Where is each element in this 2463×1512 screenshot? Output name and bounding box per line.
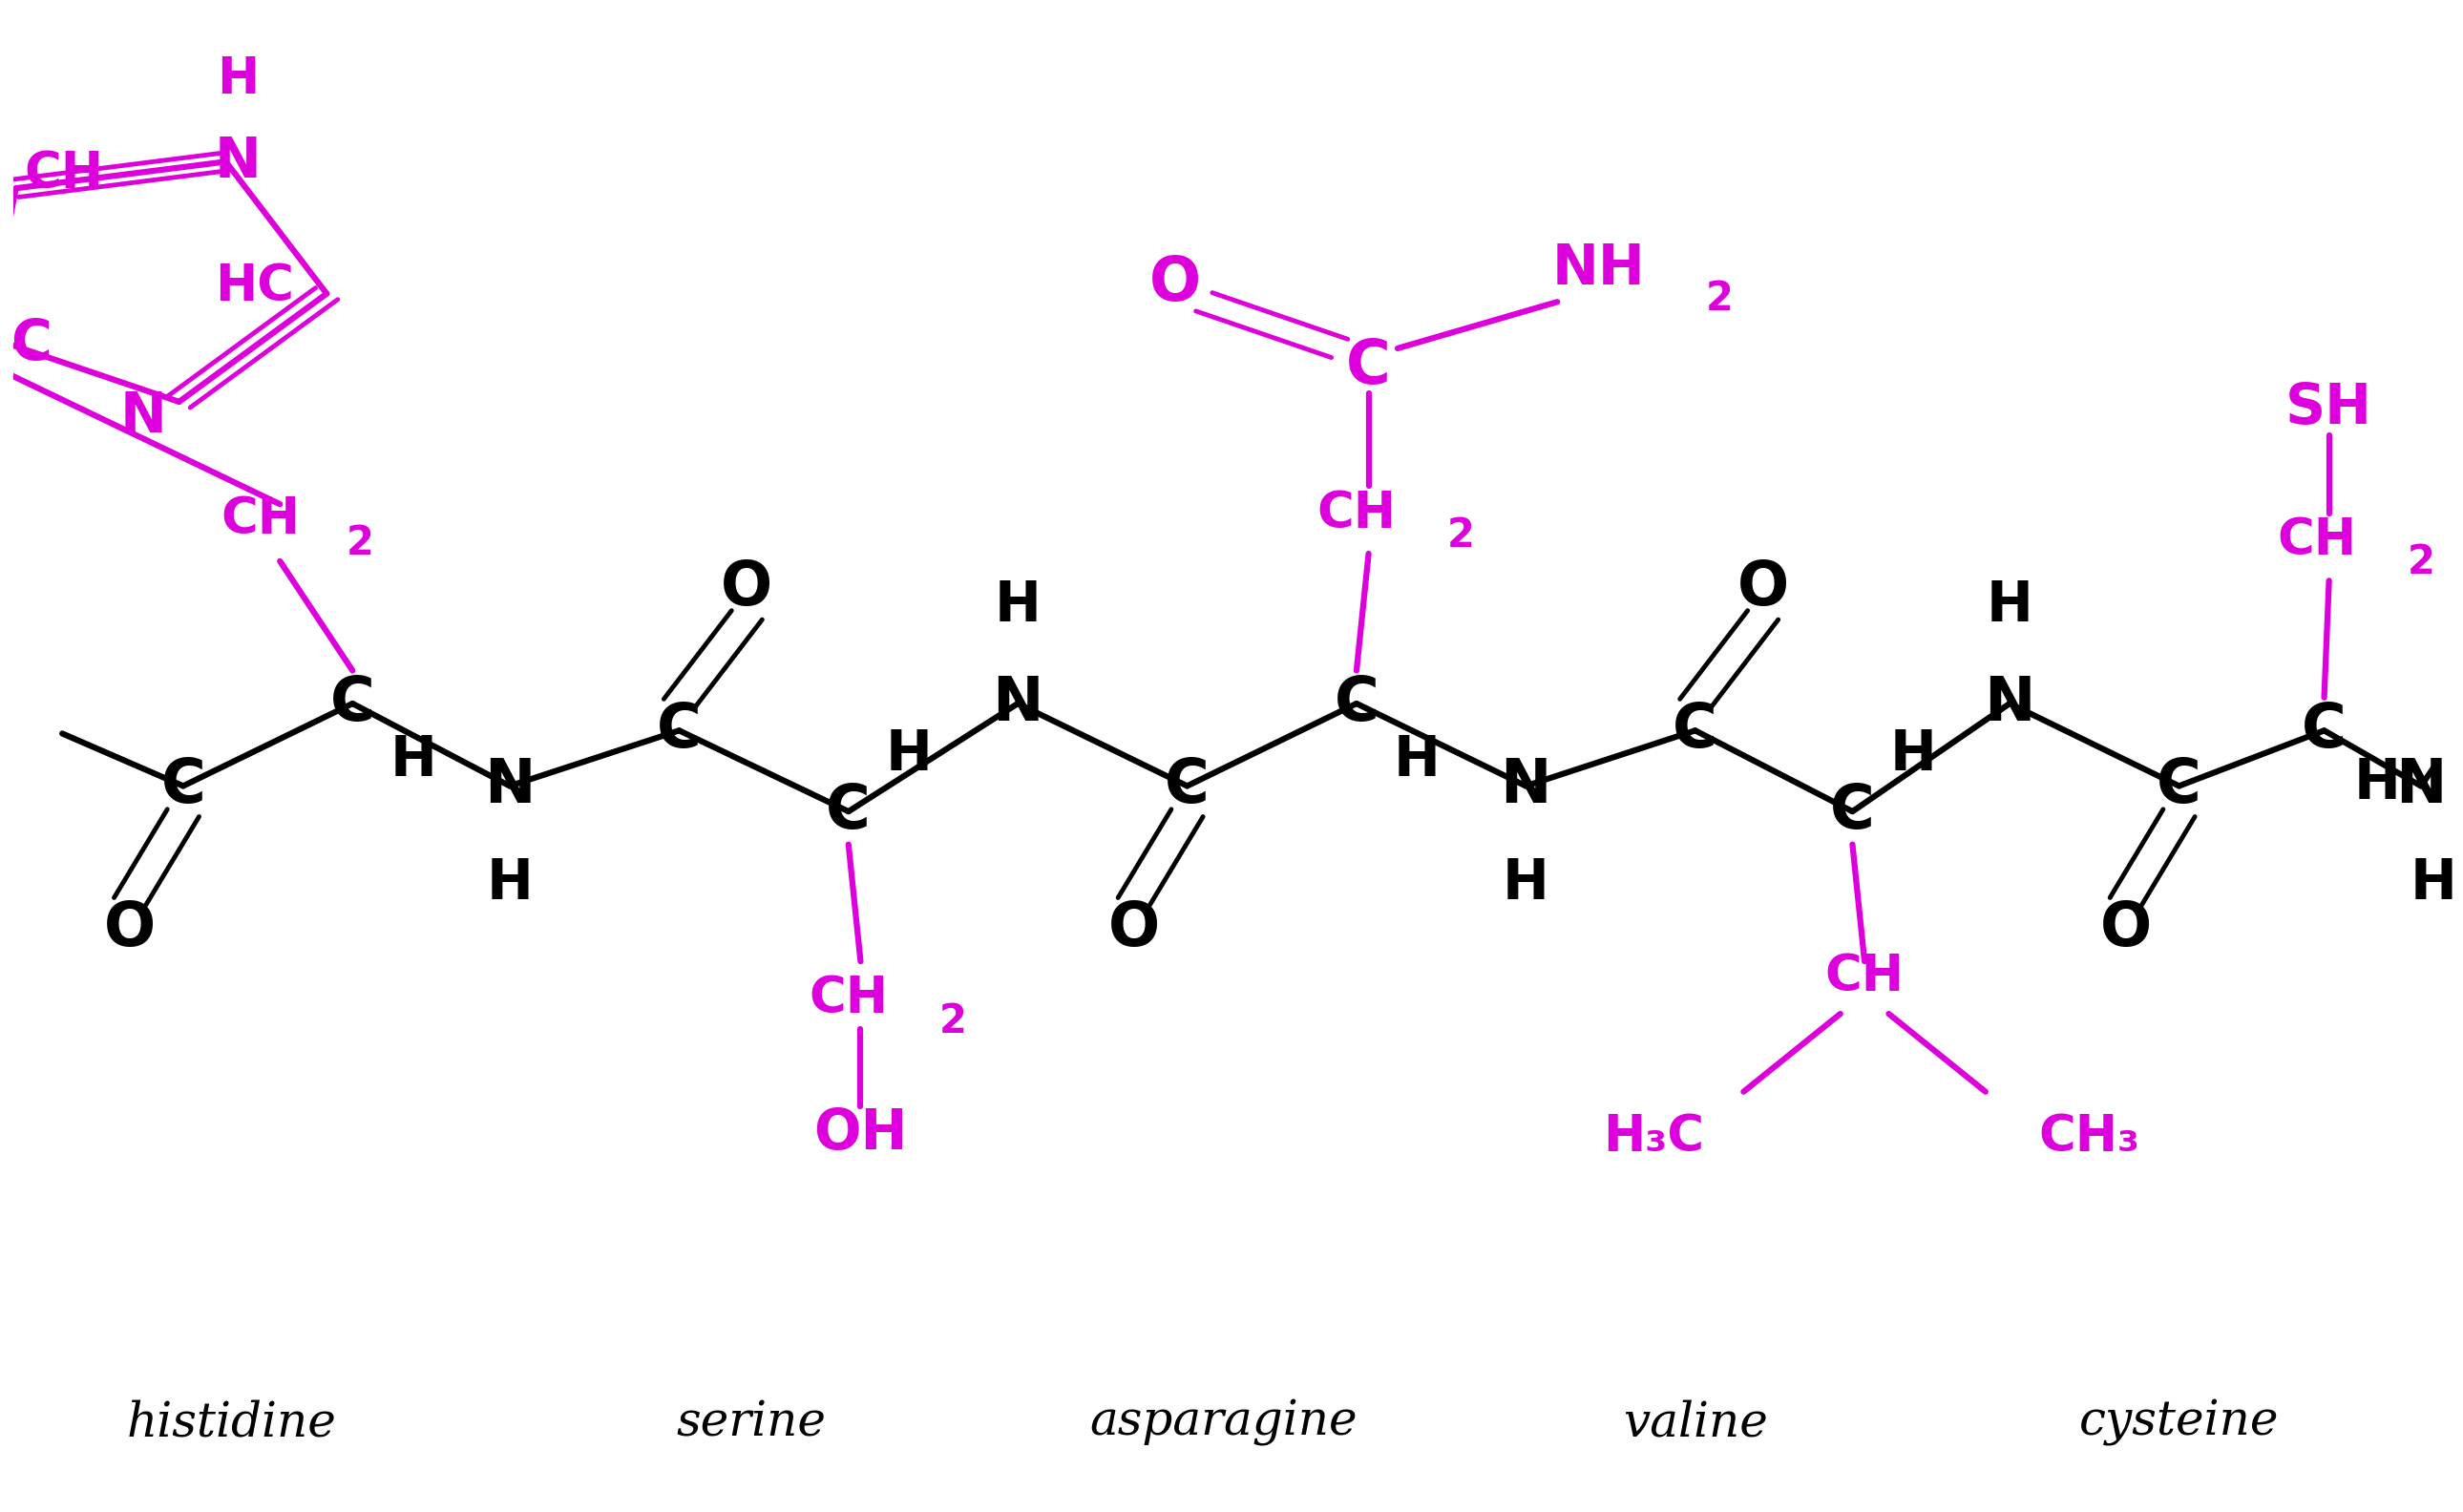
Text: N: N	[2396, 756, 2446, 815]
Text: CH₃: CH₃	[2039, 1111, 2140, 1161]
Text: 2: 2	[2406, 543, 2436, 582]
Text: N: N	[485, 756, 534, 815]
Text: CH: CH	[25, 148, 103, 198]
Text: H: H	[389, 733, 436, 788]
Text: C: C	[10, 318, 52, 372]
Text: H: H	[2355, 756, 2401, 810]
Text: C: C	[1335, 674, 1379, 733]
Text: SH: SH	[2286, 381, 2372, 435]
Text: N: N	[1500, 756, 1552, 815]
Text: 2: 2	[1704, 278, 1734, 319]
Text: 2: 2	[938, 1001, 965, 1042]
Text: OH: OH	[813, 1107, 906, 1161]
Text: H₃C: H₃C	[1603, 1111, 1704, 1161]
Text: H: H	[488, 856, 532, 910]
Text: HC: HC	[214, 262, 293, 311]
Text: H: H	[1889, 727, 1936, 782]
Text: N: N	[121, 390, 165, 445]
Text: N: N	[1985, 674, 2034, 733]
Text: O: O	[1150, 254, 1202, 313]
Text: O: O	[1736, 558, 1788, 618]
Text: H: H	[1985, 579, 2032, 634]
Text: C: C	[1347, 337, 1392, 396]
Text: H: H	[995, 579, 1042, 634]
Text: C: C	[658, 702, 702, 761]
Text: asparagine: asparagine	[1089, 1399, 1357, 1447]
Text: serine: serine	[677, 1399, 828, 1447]
Text: N: N	[214, 135, 261, 189]
Text: cysteine: cysteine	[2079, 1399, 2278, 1447]
Text: H: H	[1394, 733, 1441, 788]
Text: H: H	[217, 54, 259, 104]
Text: H: H	[2409, 856, 2456, 910]
Text: C: C	[1165, 756, 1209, 815]
Text: CH: CH	[2278, 516, 2357, 565]
Text: CH: CH	[222, 494, 300, 544]
Text: C: C	[1672, 702, 1717, 761]
Text: O: O	[722, 558, 773, 618]
Text: O: O	[1108, 898, 1160, 959]
Text: 2: 2	[345, 523, 374, 564]
Text: O: O	[103, 898, 155, 959]
Text: CH: CH	[1825, 951, 1904, 1001]
Text: CH: CH	[1318, 488, 1397, 538]
Text: C: C	[2158, 756, 2202, 815]
Text: C: C	[2303, 702, 2347, 761]
Text: CH: CH	[808, 974, 889, 1024]
Text: C: C	[1830, 782, 1874, 841]
Text: NH: NH	[1552, 242, 1645, 296]
Text: valine: valine	[1623, 1399, 1768, 1447]
Text: H: H	[887, 727, 933, 782]
Text: C: C	[330, 674, 374, 733]
Text: O: O	[2101, 898, 2153, 959]
Text: C: C	[825, 782, 872, 841]
Text: N: N	[993, 674, 1044, 733]
Text: 2: 2	[1446, 516, 1475, 556]
Text: C: C	[160, 756, 204, 815]
Text: H: H	[1502, 856, 1549, 910]
Text: histidine: histidine	[126, 1399, 337, 1447]
